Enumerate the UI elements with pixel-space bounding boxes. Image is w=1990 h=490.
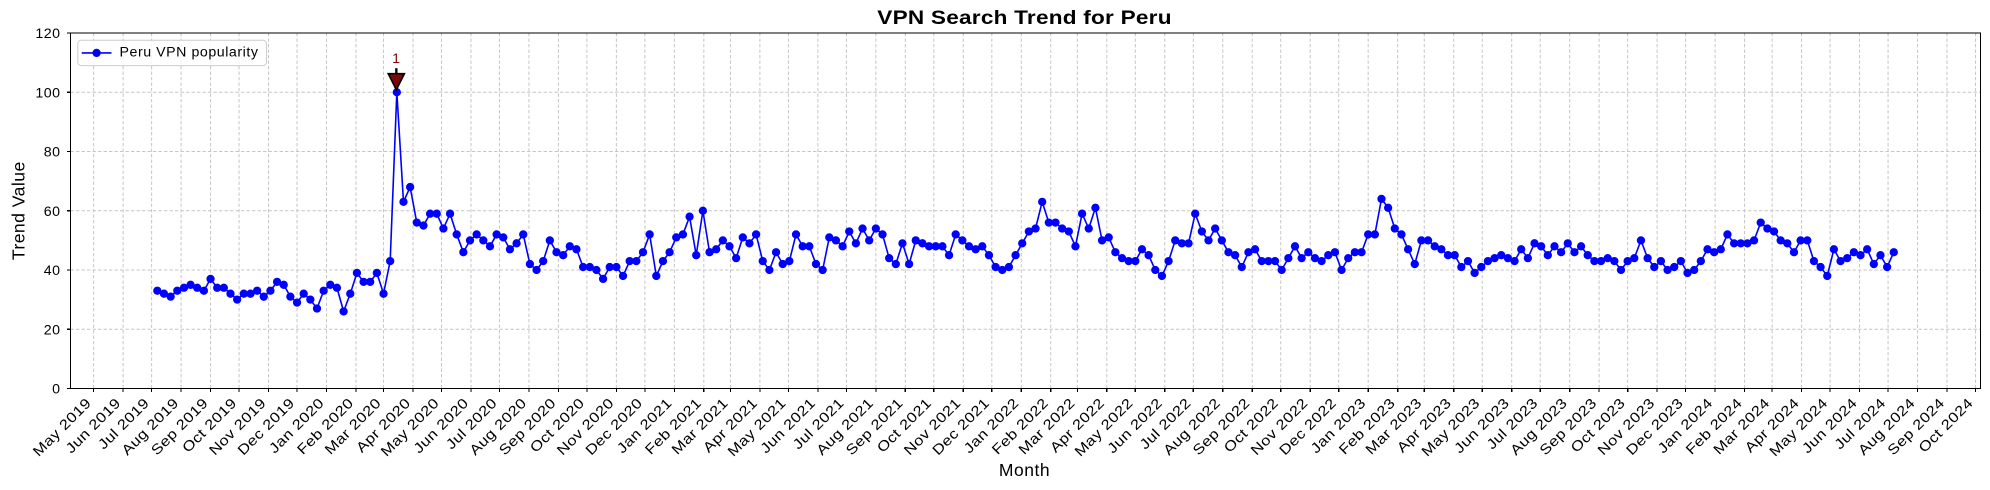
svg-text:40: 40	[44, 263, 61, 279]
svg-text:80: 80	[44, 145, 61, 161]
svg-text:100: 100	[35, 85, 60, 101]
svg-text:VPN Search Trend for Peru: VPN Search Trend for Peru	[877, 8, 1171, 29]
svg-text:Trend Value: Trend Value	[8, 161, 28, 260]
svg-text:1: 1	[392, 51, 400, 67]
svg-text:20: 20	[44, 322, 61, 338]
svg-text:0: 0	[52, 382, 60, 398]
svg-text:60: 60	[44, 204, 61, 220]
svg-text:120: 120	[35, 26, 60, 42]
svg-text:Peru VPN popularity: Peru VPN popularity	[120, 44, 259, 60]
svg-text:Month: Month	[999, 460, 1050, 480]
